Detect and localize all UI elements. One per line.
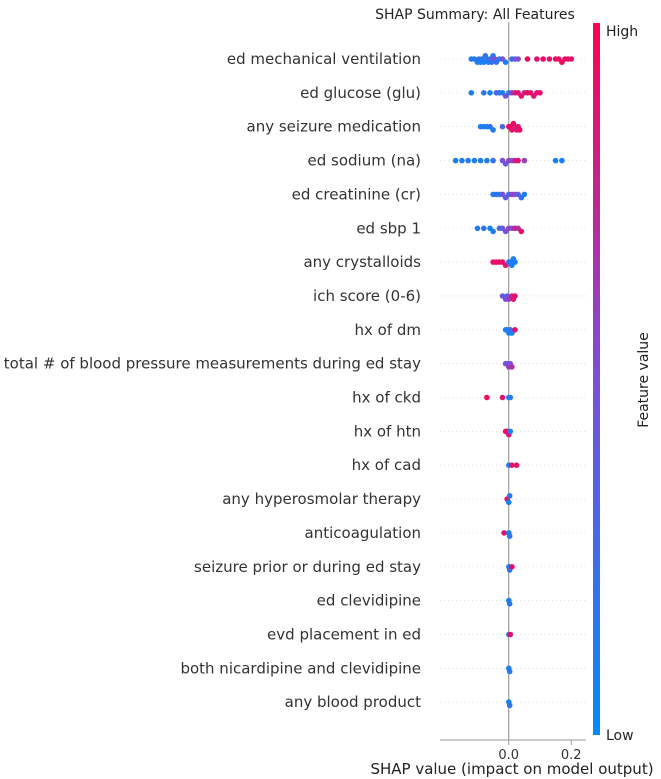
x-tick-label: 0.2 (561, 748, 582, 763)
shap-point (509, 462, 515, 469)
shap-point (507, 394, 514, 401)
shap-point (568, 56, 575, 62)
shap-points (452, 53, 575, 709)
shap-point (509, 564, 515, 570)
shap-point (490, 157, 496, 164)
x-tick-label: 0.0 (498, 748, 519, 763)
colorbar-title: Feature value (636, 332, 652, 428)
shap-point (452, 157, 459, 164)
feature-label: total # of blood pressure measurements d… (4, 355, 421, 373)
shap-point (471, 157, 478, 164)
shap-point (502, 59, 509, 65)
feature-label: any crystalloids (303, 253, 421, 271)
shap-point (465, 157, 471, 164)
shap-point (534, 56, 540, 62)
shap-point (487, 90, 493, 96)
shap-point (509, 364, 515, 370)
shap-point (512, 259, 518, 265)
feature-label: anticoagulation (305, 524, 421, 542)
feature-label: hx of ckd (352, 389, 421, 407)
shap-point (516, 127, 523, 133)
shap-point (506, 533, 513, 539)
feature-label: any seizure medication (247, 118, 421, 136)
shap-point (540, 56, 546, 62)
shap-point (512, 293, 518, 299)
shap-point (501, 530, 507, 536)
feature-label: ed sodium (na) (308, 152, 422, 170)
shap-point (524, 56, 531, 62)
chart-title: SHAP Summary: All Features (375, 7, 575, 23)
shap-point (506, 601, 513, 607)
shap-point (490, 228, 496, 235)
shap-point (546, 56, 553, 62)
shap-point (506, 499, 512, 506)
feature-label: both nicardipine and clevidipine (180, 659, 421, 677)
feature-label: ed mechanical ventilation (227, 50, 421, 68)
shap-point (513, 462, 520, 469)
shap-point (506, 702, 513, 709)
colorbar (593, 23, 600, 735)
shap-point (518, 228, 525, 235)
x-axis-label: SHAP value (impact on model output) (370, 760, 653, 778)
shap-point (490, 127, 496, 133)
feature-label: seizure prior or during ed stay (194, 558, 421, 576)
shap-point (537, 90, 543, 96)
feature-label: ich score (0-6) (313, 287, 421, 305)
shap-point (484, 394, 490, 401)
shap-point (506, 668, 513, 675)
feature-label: any blood product (285, 693, 421, 711)
shap-point (477, 157, 484, 164)
shap-point (515, 56, 521, 62)
feature-label: ed glucose (glu) (300, 84, 421, 102)
feature-labels: ed mechanical ventilation ed glucose (glu… (4, 50, 421, 711)
feature-label: hx of cad (352, 456, 421, 474)
feature-label: ed sbp 1 (356, 219, 421, 237)
shap-point (474, 225, 481, 232)
feature-label: any hyperosmolar therapy (222, 490, 421, 508)
shap-point (481, 225, 487, 232)
shap-point (521, 191, 528, 198)
shap-point (499, 394, 506, 401)
feature-label: ed clevidipine (317, 592, 421, 610)
x-axis-ticks: 0.0 0.2 (498, 740, 582, 763)
shap-point (506, 493, 513, 499)
shap-point (552, 157, 559, 164)
shap-point (499, 123, 506, 130)
feature-label: evd placement in ed (267, 625, 421, 643)
colorbar-low-label: Low (606, 728, 634, 744)
feature-label: hx of htn (354, 422, 421, 440)
colorbar-high-label: High (606, 24, 638, 40)
shap-point (481, 90, 487, 96)
shap-point (507, 631, 514, 638)
shap-point (507, 428, 514, 435)
feature-guide-lines (440, 58, 586, 703)
shap-point (559, 157, 565, 164)
shap-point (515, 157, 521, 164)
shap-point (468, 90, 475, 96)
feature-label: ed creatinine (cr) (292, 185, 421, 203)
feature-label: hx of dm (354, 321, 421, 339)
shap-point (521, 157, 528, 164)
shap-point (484, 157, 490, 164)
shap-point (512, 327, 518, 333)
shap-point (459, 157, 465, 164)
